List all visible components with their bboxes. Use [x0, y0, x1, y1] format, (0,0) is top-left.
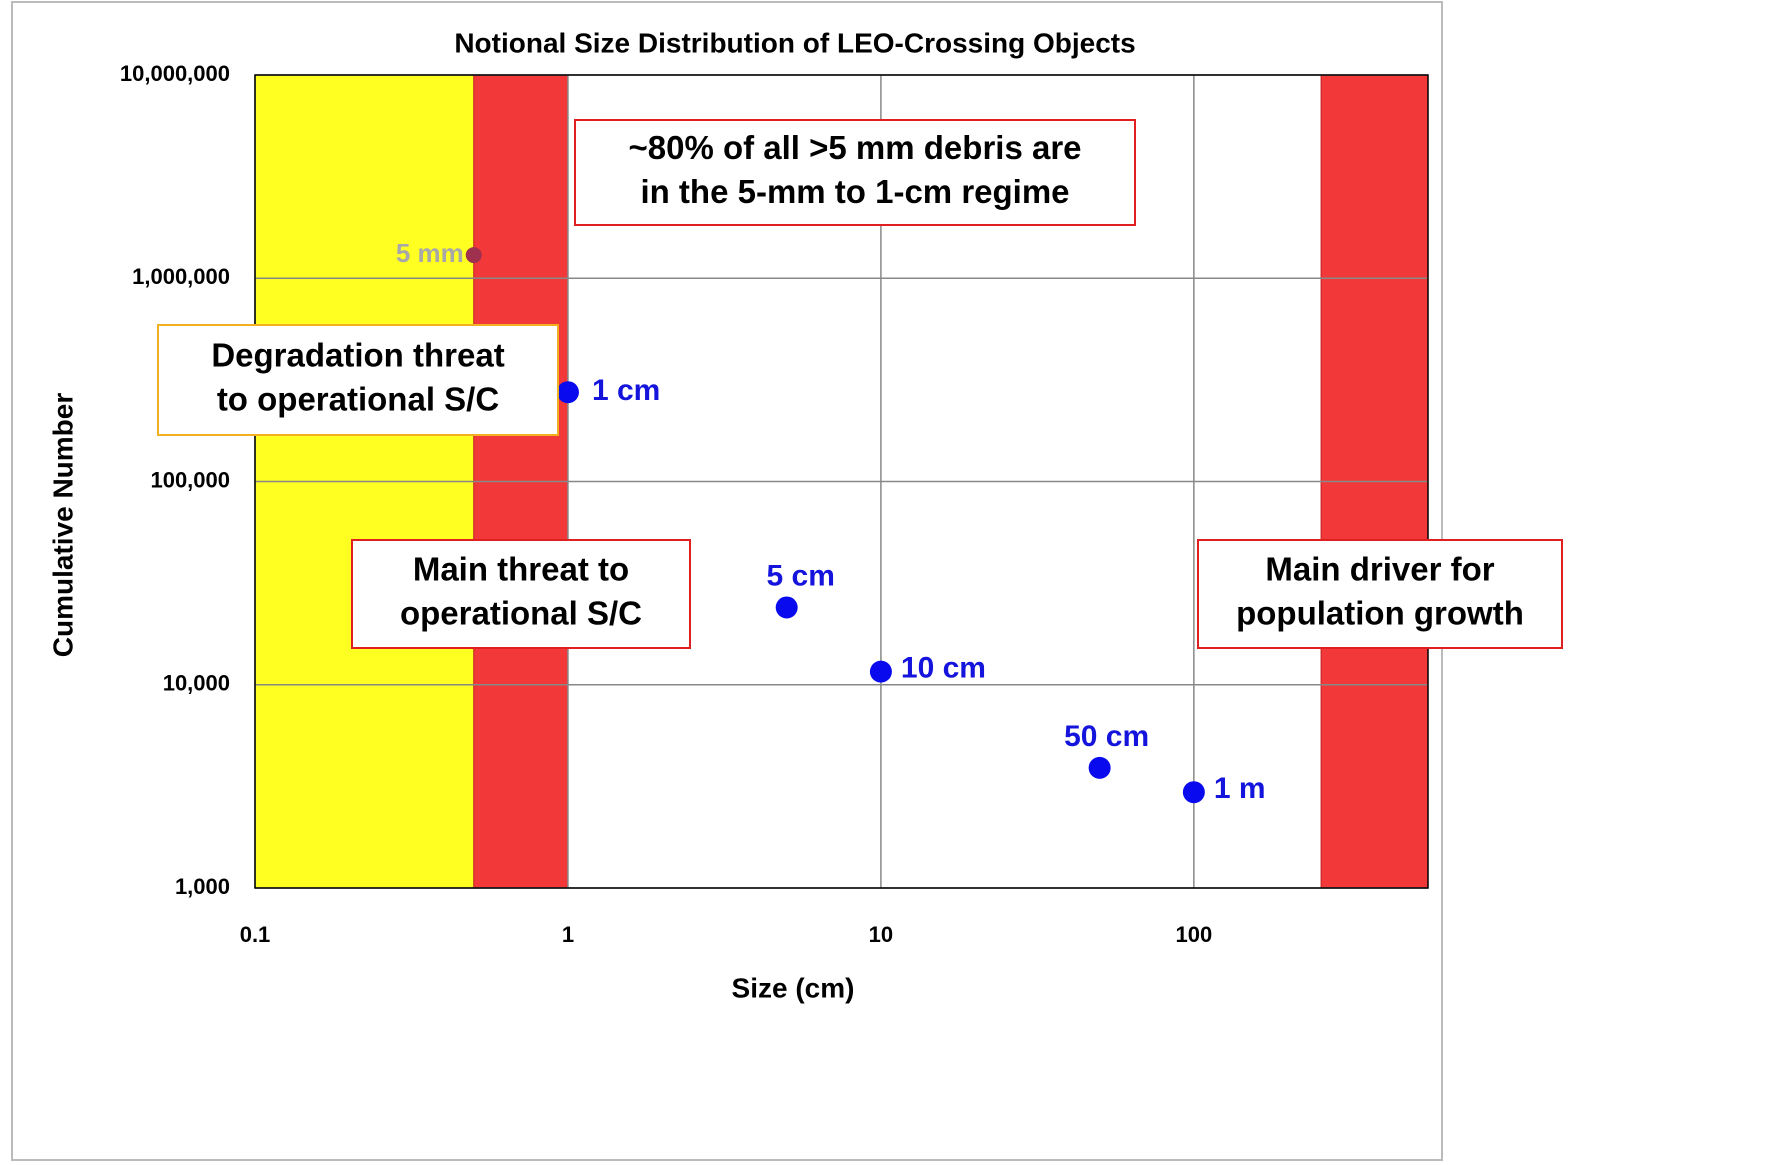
plot-border	[254, 74, 1429, 889]
point-label: 1 cm	[592, 374, 660, 407]
data-point	[775, 596, 798, 619]
y-tick-label: 1,000	[175, 874, 230, 899]
data-point	[1088, 756, 1111, 779]
point-label: 10 cm	[901, 652, 986, 685]
annotation-box	[157, 324, 559, 436]
data-point	[465, 247, 482, 264]
y-tick-label: 10,000,000	[120, 61, 230, 86]
annotation-text: population growth	[1236, 595, 1524, 632]
annotation-text: Main threat to	[413, 551, 629, 588]
data-point	[1182, 781, 1205, 804]
chart-title: Notional Size Distribution of LEO-Crossi…	[454, 27, 1135, 58]
data-point	[556, 381, 579, 404]
x-tick-label: 100	[1175, 922, 1212, 947]
y-tick-label: 100,000	[150, 467, 230, 492]
x-tick-label: 10	[869, 922, 893, 947]
y-axis-label: Cumulative Number	[47, 393, 78, 658]
annotation-text: Degradation threat	[211, 337, 504, 374]
annotation-box	[1197, 539, 1563, 649]
y-tick-label: 1,000,000	[132, 264, 230, 289]
annotation-box	[351, 539, 691, 649]
data-point	[869, 660, 892, 683]
y-tick-label: 10,000	[163, 671, 230, 696]
x-tick-label: 0.1	[240, 922, 271, 947]
point-label: 5 mm	[396, 238, 464, 268]
annotation-box	[574, 119, 1136, 226]
annotation-text: ~80% of all >5 mm debris are	[628, 129, 1081, 166]
annotation-text: operational S/C	[400, 595, 642, 632]
point-label: 1 m	[1214, 772, 1266, 805]
annotation-text: in the 5-mm to 1-cm regime	[640, 173, 1069, 210]
point-label: 50 cm	[1064, 720, 1149, 753]
annotation-text: to operational S/C	[217, 381, 499, 418]
annotation-text: Main driver for	[1265, 551, 1494, 588]
x-axis-label: Size (cm)	[732, 972, 855, 1003]
x-tick-label: 1	[562, 922, 574, 947]
point-label: 5 cm	[766, 559, 834, 592]
